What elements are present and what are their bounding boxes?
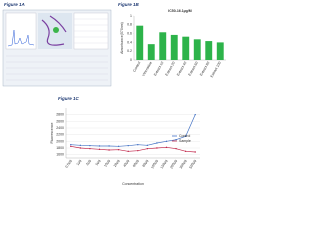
x-tick-label: 5µg — [95, 159, 101, 166]
x-axis-label: Concentration — [122, 182, 144, 186]
y-tick-label: 0.8 — [127, 23, 132, 27]
point — [89, 144, 91, 147]
x-tick-label: Vincristine — [141, 61, 153, 77]
y-tick-label: 0.6 — [127, 32, 132, 36]
table-lines — [6, 18, 108, 81]
ligand — [53, 27, 59, 33]
x-tick-label: Extract 80 — [199, 61, 210, 77]
y-tick-label: 2800 — [56, 113, 64, 117]
panel-label: Figure 1A — [4, 2, 25, 7]
point — [127, 144, 129, 147]
molecule — [41, 15, 67, 46]
y-tick-label: 0.2 — [127, 49, 132, 53]
line — [70, 114, 196, 147]
x-tick-label: Extract 60 — [188, 61, 199, 77]
y-tick-label: 1600 — [56, 153, 64, 157]
point — [194, 151, 196, 153]
panel-label: Figure 1B — [118, 2, 140, 7]
y-tick-label: 2600 — [56, 119, 64, 123]
point — [98, 145, 101, 147]
x-tick-label: 1µg — [76, 159, 82, 166]
x-tick-label: Extract 40 — [176, 61, 187, 77]
point — [79, 147, 82, 149]
chart-title: IC50-16.1µg/M — [168, 9, 191, 13]
figure: Figure 1A Figure 1B IC50-16.1µg/M Absorban… — [2, 2, 226, 186]
y-axis-label: Absorbance(570nm) — [120, 22, 124, 54]
line — [70, 145, 196, 153]
point — [108, 149, 110, 151]
x-tick-label: 10µg — [103, 159, 110, 168]
panel-label: Figure 1C — [58, 96, 80, 101]
x-tick-label: Control — [132, 61, 141, 73]
x-tick-label: 2µg — [85, 159, 91, 166]
y-tick-label: 1800 — [56, 146, 64, 150]
point — [70, 143, 72, 146]
x-tick-label: 300µg — [179, 159, 187, 170]
bar — [205, 41, 213, 60]
y-axis-label: Fluorescence — [50, 122, 54, 143]
point — [184, 135, 187, 138]
point — [175, 147, 177, 150]
point — [175, 138, 177, 141]
legend-label: Control — [179, 134, 191, 138]
x-tick-label: 80µg — [142, 159, 149, 168]
y-tick-label: 2400 — [56, 126, 64, 130]
y-tick-label: 0 — [130, 58, 132, 62]
bar — [136, 25, 144, 60]
x-tick-label: 60µg — [132, 159, 139, 168]
bar — [193, 39, 201, 60]
point — [165, 140, 168, 143]
point — [156, 142, 158, 144]
point — [146, 147, 149, 150]
panel-a: Figure 1A — [2, 2, 112, 87]
bar — [182, 36, 190, 60]
bar — [159, 32, 167, 60]
point — [117, 145, 120, 148]
x-tick-label: 20µg — [113, 159, 120, 168]
point — [117, 148, 120, 151]
point — [165, 146, 168, 149]
x-tick-label: 100µg — [150, 159, 158, 170]
x-tick-label: 0.5µg — [65, 159, 73, 169]
bar — [170, 34, 178, 60]
point — [137, 143, 139, 146]
x-tick-label: Extract 100 — [210, 61, 222, 78]
spectrum-box — [5, 12, 37, 50]
point — [108, 145, 110, 147]
point — [194, 113, 196, 116]
bar — [147, 44, 155, 60]
y-tick-label: 0.4 — [127, 40, 132, 44]
x-tick-label: 200µg — [169, 159, 177, 170]
x-tick-label: 500µg — [189, 159, 197, 170]
point — [146, 144, 149, 147]
legend-label: Sample — [179, 139, 191, 143]
point — [184, 150, 187, 153]
bar — [216, 42, 224, 60]
point — [98, 148, 101, 151]
point — [70, 145, 72, 148]
point — [137, 149, 139, 152]
y-tick-label: 2000 — [56, 139, 64, 143]
point — [89, 147, 91, 150]
x-tick-label: Extract 20 — [165, 61, 176, 77]
spectrum-line — [7, 29, 35, 47]
point — [156, 147, 158, 149]
point — [127, 150, 129, 153]
point — [79, 144, 82, 147]
y-tick-label: 1 — [130, 14, 132, 18]
y-tick-label: 2200 — [56, 133, 64, 137]
x-tick-label: 40µg — [122, 159, 129, 168]
x-tick-label: Extract 10 — [153, 61, 164, 77]
x-tick-label: 150µg — [160, 159, 168, 170]
